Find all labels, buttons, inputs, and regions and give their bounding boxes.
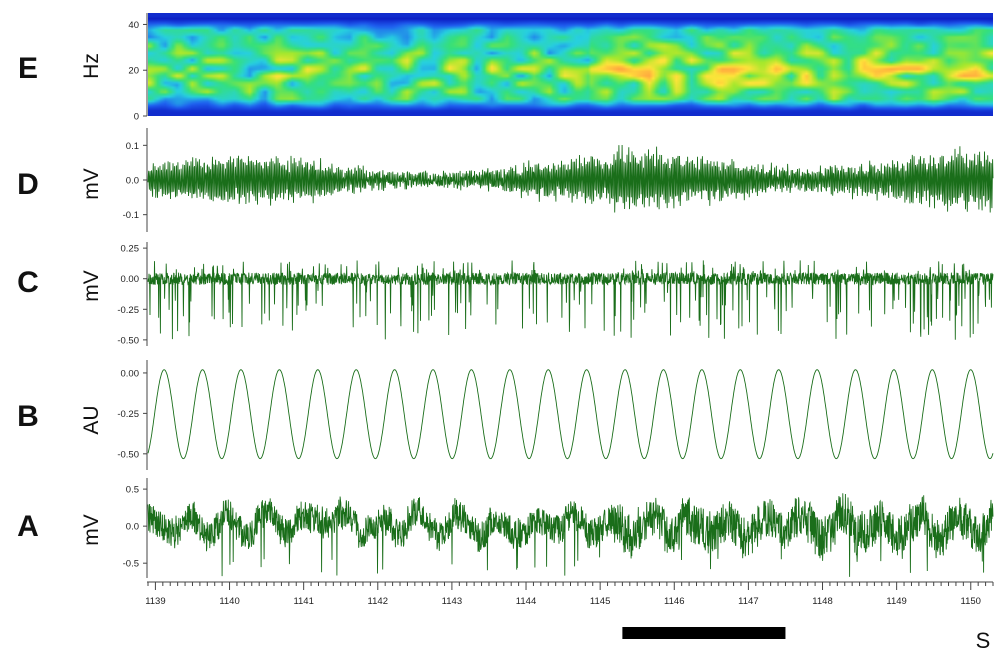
- y-tick-label: 0: [134, 112, 139, 123]
- trace-c: [147, 260, 994, 340]
- spectrogram-heatmap: [148, 13, 993, 116]
- x-tick-label: 1146: [664, 596, 684, 607]
- traces-layer: [147, 13, 994, 577]
- y-tick-label: -0.25: [117, 305, 139, 316]
- y-tick-label: 0.0: [126, 176, 139, 187]
- x-tick-label: 1147: [738, 596, 758, 607]
- y-tick-label: 0.00: [121, 368, 140, 379]
- x-tick-label: 1145: [590, 596, 610, 607]
- panel-letter-b: B: [17, 400, 39, 433]
- panel-letter-d: D: [17, 168, 39, 201]
- x-tick-label: 1141: [293, 596, 313, 607]
- y-tick-label: 0.0: [126, 522, 139, 533]
- y-tick-label: -0.1: [123, 210, 139, 221]
- y-tick-label: -0.5: [123, 559, 139, 570]
- scale-bar: [622, 627, 786, 639]
- unit-label-c: mV: [80, 270, 103, 302]
- trace-a: [147, 493, 994, 577]
- y-tick-label: -0.25: [117, 409, 139, 420]
- y-tick-label: 0.25: [121, 244, 140, 255]
- unit-label-a: mV: [80, 514, 103, 546]
- y-tick-label: 40: [128, 20, 139, 31]
- y-tick-label: 0.1: [126, 141, 139, 152]
- x-tick-label: 1148: [812, 596, 832, 607]
- y-tick-label: -0.50: [117, 335, 139, 346]
- y-tick-label: 20: [128, 66, 139, 77]
- x-tick-label: 1149: [886, 596, 906, 607]
- x-tick-label: 1144: [516, 596, 536, 607]
- y-tick-label: -0.50: [117, 449, 139, 460]
- x-tick-label: 1140: [219, 596, 239, 607]
- x-tick-label: 1142: [368, 596, 388, 607]
- trace-b: [147, 369, 994, 460]
- ticks-layer: 0 20 40 0.1 0.0 -0.1 0.25 0.00 -0.25 -0.50 0.00 -0.…: [117, 20, 994, 607]
- panel-letter-e: E: [18, 52, 38, 85]
- x-axis-unit: S: [976, 628, 991, 650]
- x-tick-label: 1139: [145, 596, 165, 607]
- panel-letter-c: C: [17, 266, 39, 299]
- y-tick-label: 0.5: [126, 485, 139, 496]
- y-tick-label: 0.00: [121, 274, 140, 285]
- x-tick-label: 1150: [961, 596, 981, 607]
- panel-letter-a: A: [17, 510, 39, 543]
- x-tick-label: 1143: [442, 596, 462, 607]
- trace-d: [147, 144, 994, 213]
- unit-label-b: AU: [80, 405, 103, 434]
- unit-label-e: Hz: [80, 53, 103, 79]
- unit-label-d: mV: [80, 168, 103, 200]
